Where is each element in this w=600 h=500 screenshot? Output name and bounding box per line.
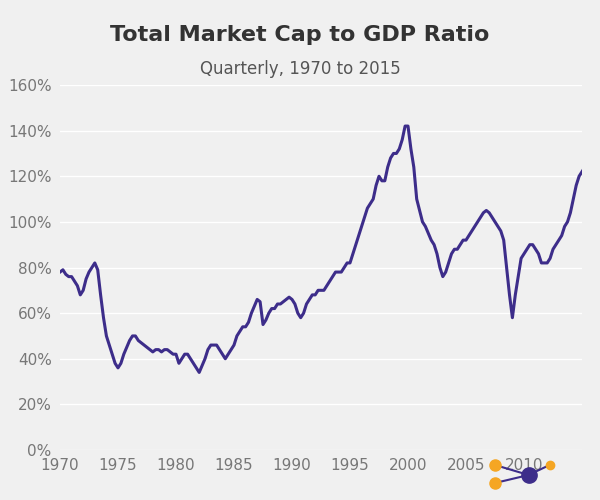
Text: Total Market Cap to GDP Ratio: Total Market Cap to GDP Ratio bbox=[110, 25, 490, 45]
Text: Quarterly, 1970 to 2015: Quarterly, 1970 to 2015 bbox=[200, 60, 400, 78]
